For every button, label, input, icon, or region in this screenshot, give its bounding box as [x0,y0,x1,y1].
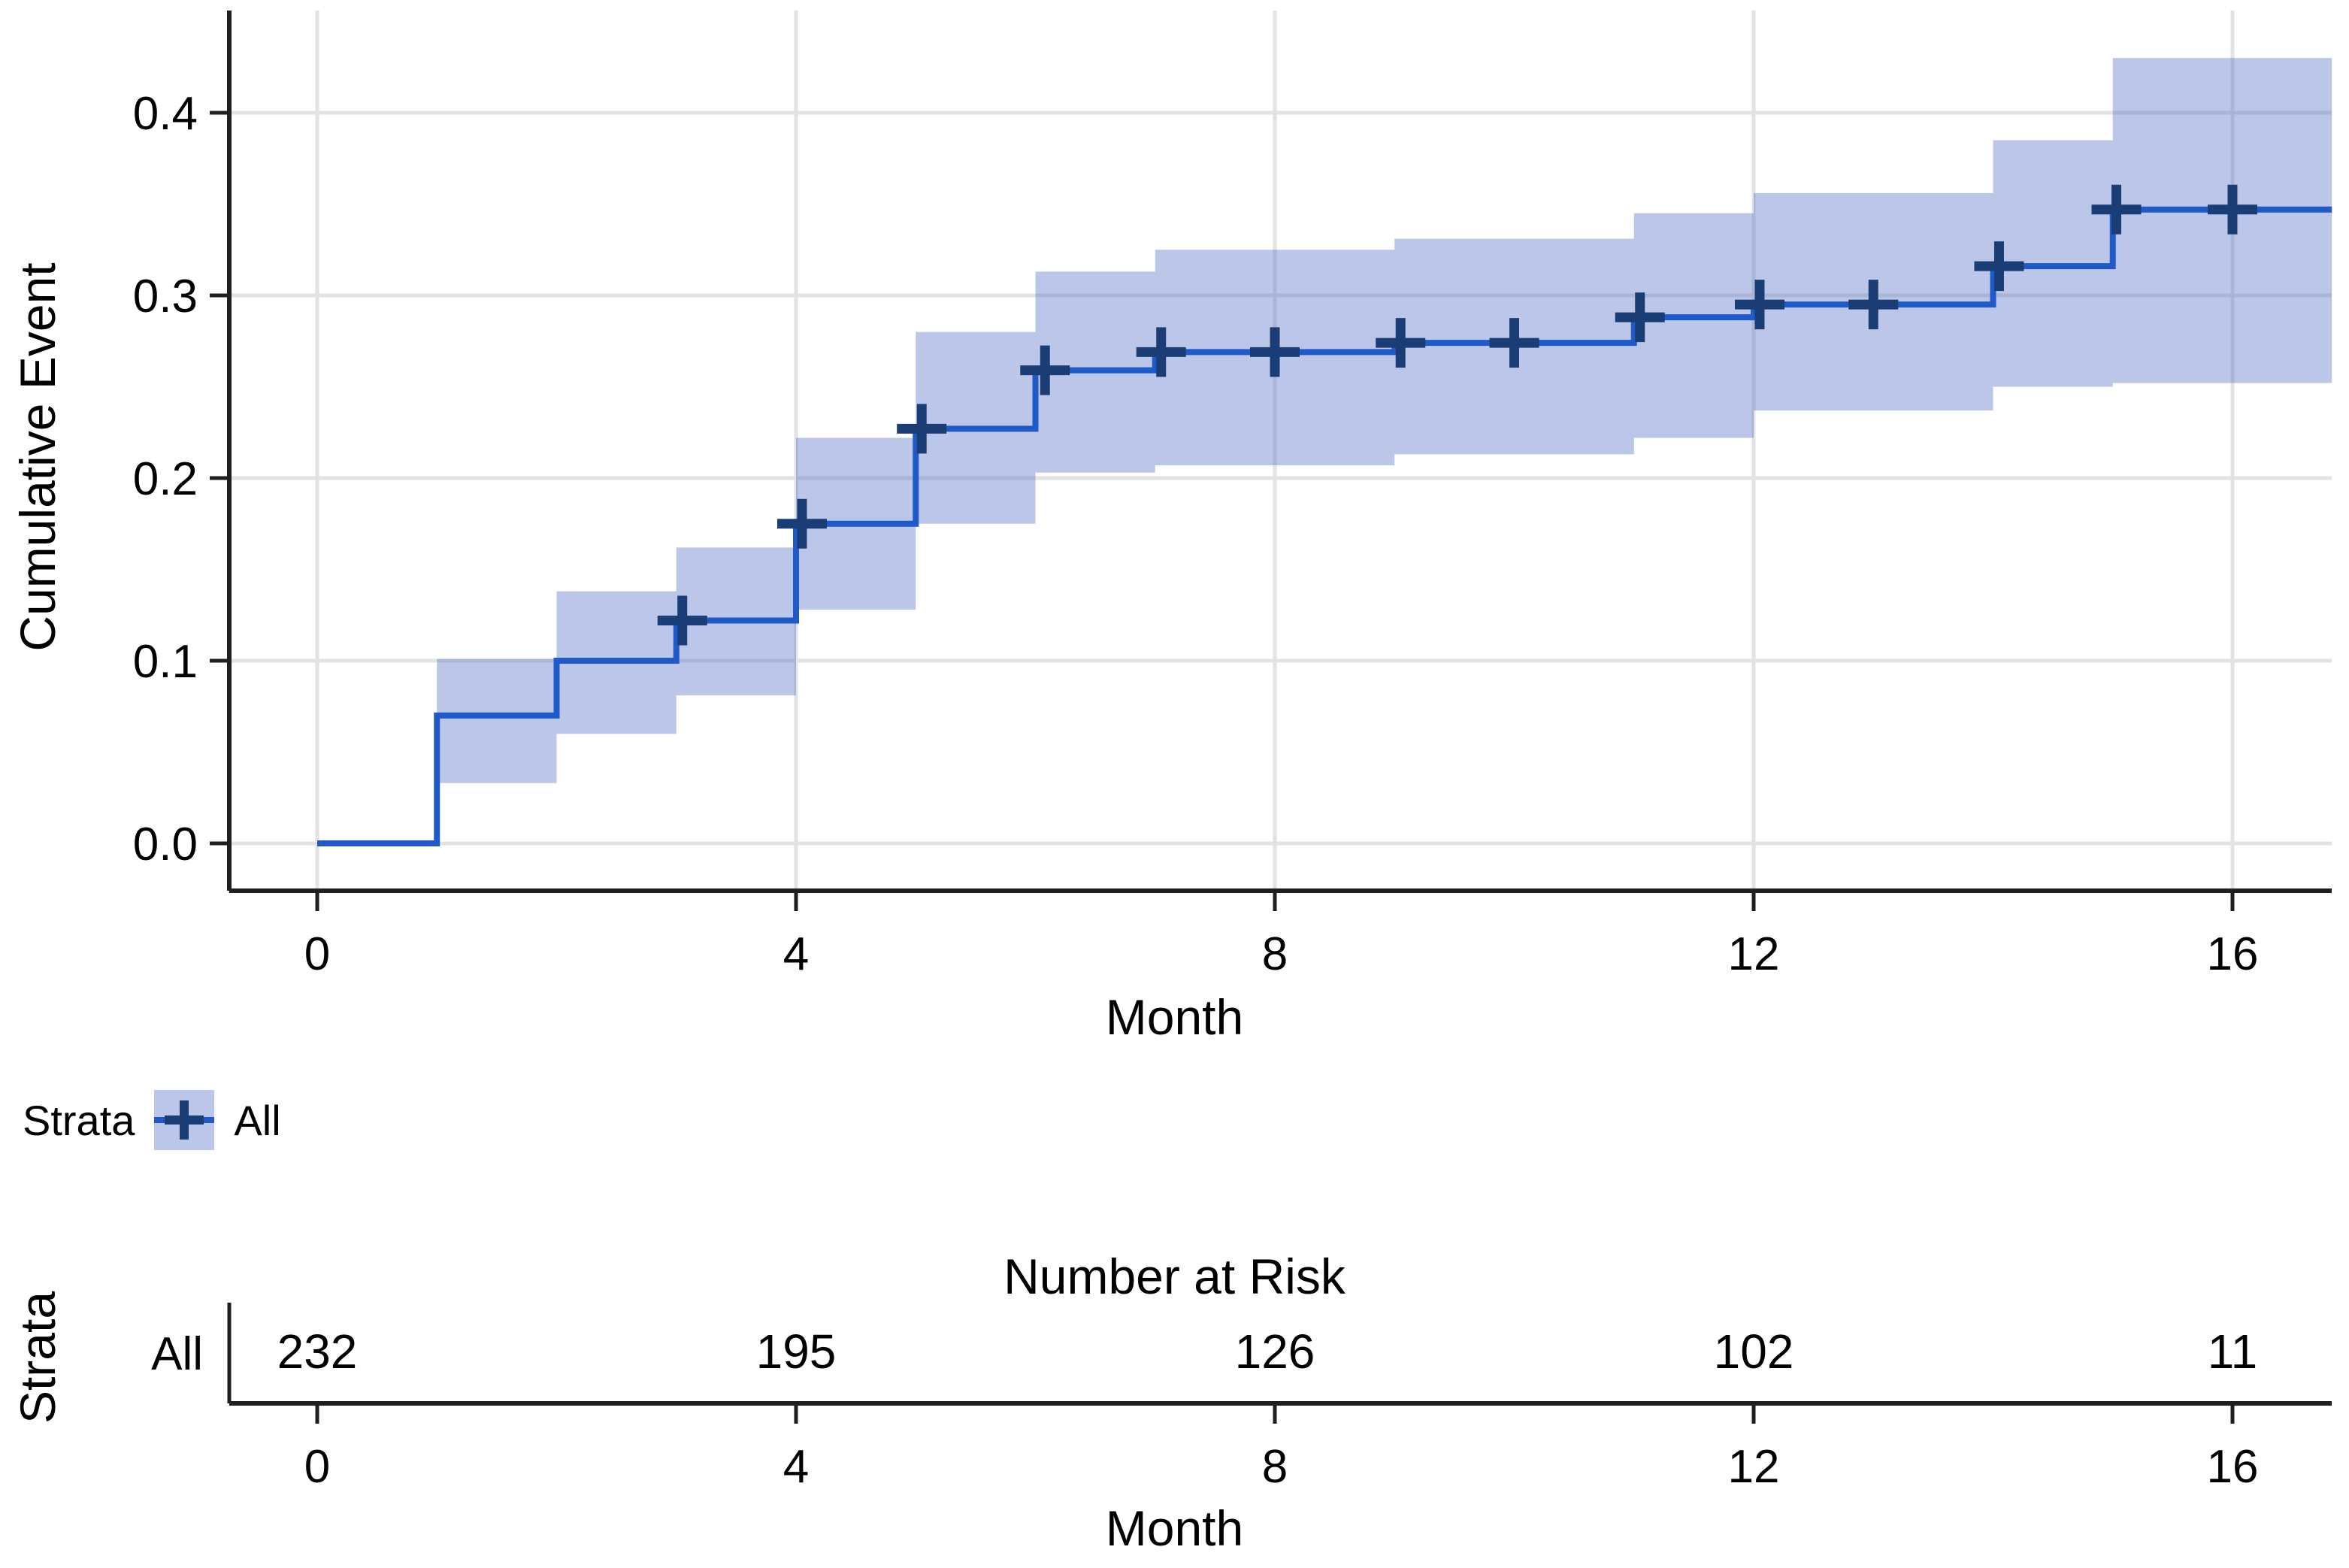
risk-value: 126 [1235,1324,1315,1379]
x-tick-label: 0 [304,928,330,980]
y-tick-label: 0.2 [133,453,198,505]
x-axis-title: Month [1105,989,1244,1045]
survival-step-curve [317,206,2332,846]
risk-table-title: Number at Risk [1003,1249,1346,1304]
y-tick-label: 0.1 [133,636,198,688]
x-tick-label: 16 [2207,928,2259,980]
risk-tick-label: 0 [304,1441,330,1493]
x-tick-label: 4 [783,928,809,980]
risk-tick-label: 4 [783,1441,809,1493]
risk-value: 195 [756,1324,837,1379]
risk-tick-label: 16 [2207,1441,2259,1493]
risk-value: 11 [2208,1324,2257,1379]
x-tick-label: 8 [1262,928,1288,980]
y-tick-label: 0.4 [133,88,198,140]
legend: Strata All [23,1085,281,1155]
risk-value: 102 [1714,1324,1794,1379]
risk-tick-label: 8 [1262,1441,1288,1493]
confidence-band [437,58,2332,783]
legend-item-label: All [234,1096,281,1144]
y-tick-label: 0.3 [133,271,198,322]
risk-value: 232 [277,1324,358,1379]
legend-key-all [154,1090,215,1150]
x-tick-label: 12 [1728,928,1780,980]
y-tick-label: 0.0 [133,819,198,870]
risk-x-axis-title: Month [1105,1500,1244,1556]
risk-row-label: All [151,1328,203,1380]
risk-tick-label: 12 [1728,1441,1780,1493]
legend-title: Strata [23,1096,135,1144]
survival-curve-key-icon [154,1090,215,1150]
